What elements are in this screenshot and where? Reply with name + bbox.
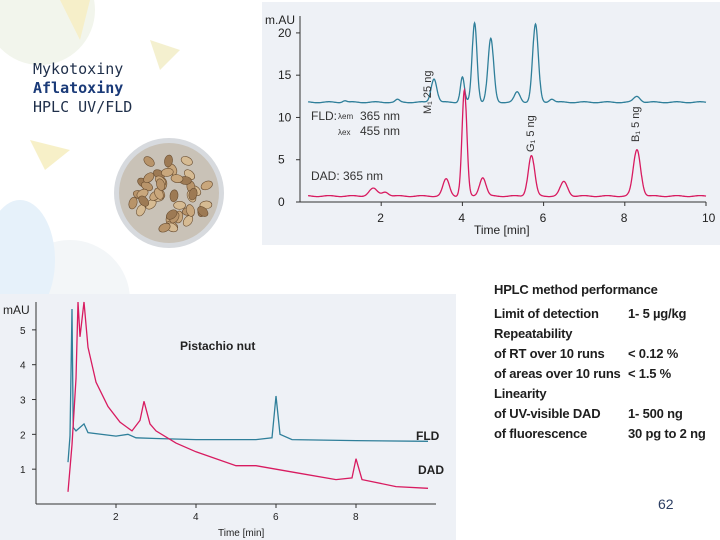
top-y-tick-label: 20 [278,26,292,40]
decor-ray [150,40,180,70]
top-chart-ylabel: m.AU [265,13,295,27]
dad-label: DAD: 365 nm [311,169,383,183]
performance-table: HPLC method performance Limit of detecti… [490,272,720,452]
top-chart-axes: 2 4 6 8 10 0 5 10 15 20 [278,16,716,225]
bottom-chart-series [67,301,429,492]
pistachio-nut [156,178,166,191]
title-line-aflatoxiny: Aflatoxiny [33,79,124,97]
pistachio-nut [128,196,138,210]
top-series-dad-line [308,87,707,198]
pistachio-nut [185,204,195,217]
performance-row-value: 30 pg to 2 ng [628,426,706,441]
performance-title: HPLC method performance [494,282,658,297]
top-x-tick-label: 2 [377,211,384,225]
pistachio-nut [169,189,179,203]
pistachio-nut [166,209,178,220]
top-chart-panel [262,2,720,245]
performance-row-label: Limit of detection [494,306,599,321]
pistachio-nut [143,172,155,184]
bottom-chromatogram-chart: mAU 2 4 6 8 1 2 3 4 5 Pistachio nut FLD DAD Time… [3,301,444,539]
pistachio-nut [200,180,213,191]
performance-row-label: of RT over 10 runs [494,346,605,361]
dad-series-label: DAD [418,463,444,477]
performance-row-label: Linearity [494,386,547,401]
performance-row-value: < 0.12 % [628,346,679,361]
peak-label-b1: B₁ 5 ng [630,106,642,142]
top-y-tick-label: 10 [278,110,292,124]
pistachio-nut [154,187,164,200]
bottom-chart-axes: 2 4 6 8 1 2 3 4 5 [20,302,436,523]
pistachio-nut [197,206,209,217]
performance-row-label: Repeatability [494,326,573,341]
performance-row-label: of fluorescence [494,426,588,441]
bottom-x-tick-label: 4 [193,512,199,523]
performance-row-value: < 1.5 % [628,366,672,381]
top-x-tick-label: 4 [458,211,465,225]
pistachio-dish-image [114,138,224,248]
page-number: 62 [658,496,674,512]
bottom-x-tick-label: 2 [113,512,119,523]
fld-ex-symbol: λex [338,128,350,137]
slide-title: Mykotoxiny Aflatoxiny HPLC UV/FLD [33,60,132,117]
pistachio-nuts [128,154,213,233]
top-chart-series [307,21,707,198]
top-x-tick-label: 8 [621,211,628,225]
pistachio-nut [164,154,173,168]
fld-series-label: FLD [416,429,440,443]
top-x-tick-label: 6 [540,211,547,225]
pistachio-nut [180,156,193,166]
pistachio-nut [170,174,184,183]
decor-ray [60,0,90,40]
fld-ex-value: 455 nm [360,124,400,138]
performance-row-label: of areas over 10 runs [494,366,621,381]
bottom-x-tick-label: 6 [273,512,279,523]
performance-row-value: 1- 5 µg/kg [628,306,687,321]
top-x-tick-label: 10 [702,211,716,225]
decor-ray [30,140,70,170]
bottom-series-dad-line [67,301,429,492]
pistachio-nut [158,222,171,233]
decor-drop [0,200,55,320]
pistachio-nut [143,156,155,167]
top-y-tick-label: 0 [278,195,285,209]
top-series-fld-line [307,21,707,104]
top-y-tick-label: 5 [278,153,285,167]
bottom-series-fld-line [67,308,429,463]
title-line-mykotoxiny: Mykotoxiny [33,60,124,78]
fld-em-value: 365 nm [360,109,400,123]
peak-label-m1: M₁ 25 ng [422,71,434,114]
bottom-y-tick-label: 4 [20,361,26,372]
pistachio-nut [173,201,186,210]
fld-label: FLD: [311,109,337,123]
bottom-chart-panel [0,294,456,540]
bottom-chart-ylabel: mAU [3,303,30,317]
dish-base [119,143,219,243]
pistachio-nut [138,195,149,207]
bottom-y-tick-label: 5 [20,326,26,337]
bottom-y-tick-label: 3 [20,396,26,407]
fld-em-symbol: λem [338,112,353,121]
title-line-method: HPLC UV/FLD [33,98,133,116]
bottom-y-tick-label: 2 [20,430,26,441]
performance-row-value: 1- 500 ng [628,406,683,421]
performance-row-label: of UV-visible DAD [494,406,601,421]
bottom-chart-title: Pistachio nut [180,339,255,353]
top-chart-xlabel: Time [min] [474,223,530,237]
pistachio-nut [188,187,198,201]
peak-label-g1: G₁ 5 ng [525,115,537,152]
bottom-y-tick-label: 1 [20,465,26,476]
bottom-chart-xlabel: Time [min] [218,528,265,539]
top-y-tick-label: 15 [278,68,292,82]
bottom-x-tick-label: 8 [353,512,359,523]
pistachio-nut [161,168,174,177]
